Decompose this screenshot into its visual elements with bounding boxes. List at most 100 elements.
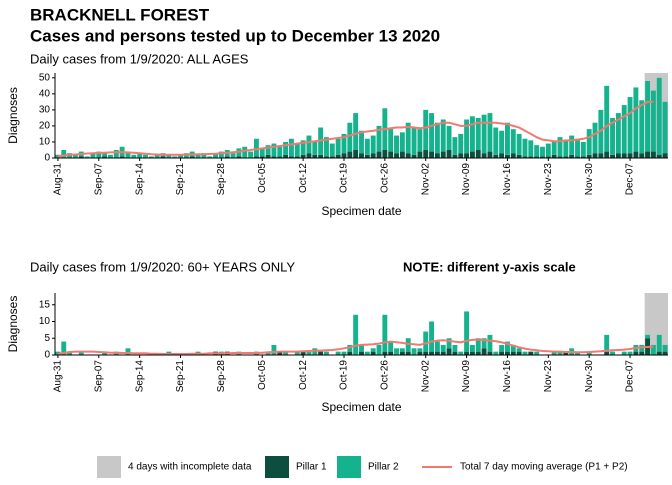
bar [534,351,540,355]
x-tick-label: Sep-21 [175,163,186,196]
bar [586,154,592,158]
bar [353,314,359,355]
bar [446,338,452,349]
bar [394,153,399,158]
bar [306,351,312,355]
title: BRACKNELL FOREST [30,5,210,24]
bar [598,153,604,158]
bar [335,138,341,155]
x-tick-label: Nov-30 [584,360,595,393]
x-tick-label: Oct-12 [298,360,309,390]
bar [300,154,306,158]
bar [143,154,148,158]
bar [265,145,271,155]
bar [516,154,522,158]
x-tick-label: Sep-07 [93,163,104,196]
y-tick-label: 40 [39,88,51,99]
x-tick-label: Sep-07 [93,360,104,393]
bar [452,137,458,155]
bar [67,351,73,355]
bar [370,153,376,158]
bar [505,154,510,158]
bar [399,348,405,352]
bar [271,143,277,157]
bar [545,156,551,158]
x-tick-label: Oct-05 [257,163,268,193]
bar [353,113,359,150]
bar [429,151,435,158]
bar [423,331,429,352]
bar [633,87,639,152]
bar [510,153,516,158]
bar [364,138,370,155]
bar [353,149,359,158]
x-tick-label: Sep-28 [216,360,227,393]
bar [475,351,481,355]
bar [469,116,475,152]
bar [452,154,458,158]
bar [172,156,178,158]
bar [423,149,429,158]
bar [540,146,545,157]
x-tick-label: Oct-19 [339,360,350,390]
bar [505,351,510,355]
bar [108,154,113,158]
x-tick-label: Nov-16 [502,360,513,393]
bar [487,351,493,355]
bar [102,153,108,157]
bar [464,119,470,154]
bar [627,351,633,355]
x-tick-label: Dec-07 [625,360,636,393]
bar [370,351,376,355]
x-tick-label: Dec-07 [625,163,636,196]
bar [604,351,610,355]
bar [499,130,505,154]
bar [166,154,172,158]
bar [189,156,195,158]
bar [341,133,347,154]
x-tick-label: Nov-16 [502,163,513,196]
bar [650,344,656,355]
bar [318,154,324,158]
bar [528,140,534,157]
x-tick-label: Nov-23 [543,360,554,393]
bar [370,348,376,352]
bar [417,348,423,352]
bar [312,348,318,355]
bar [434,153,440,158]
bar [656,334,662,352]
bar [230,153,236,158]
bar [335,154,341,158]
bar [218,151,224,158]
bar [469,151,475,158]
x-axis-label: Specimen date [321,400,401,414]
legend-label: Pillar 1 [296,462,327,473]
bar [452,344,458,352]
bar [376,151,382,158]
bar [394,348,399,355]
bar [265,351,271,355]
bar [522,138,528,157]
y-axis-label: Diagnoses [6,296,20,353]
bar [160,156,166,158]
bar [411,154,417,158]
bar [154,154,160,158]
bar [207,156,213,158]
x-tick-label: Oct-26 [379,360,390,390]
bar [557,351,563,355]
bar [446,348,452,355]
bar [440,344,446,352]
y-axis-label: Diagnoses [6,87,20,144]
bar [469,351,475,355]
x-tick-label: Sep-28 [216,163,227,196]
bar [505,122,510,155]
bar [347,122,353,152]
x-tick-label: Oct-12 [298,163,309,193]
bar [621,153,627,158]
bar [569,154,575,158]
bar [394,135,399,154]
bar [417,129,423,152]
legend-label: Total 7 day moving average (P1 + P2) [460,462,628,473]
bar [429,321,435,352]
bar [610,117,615,155]
